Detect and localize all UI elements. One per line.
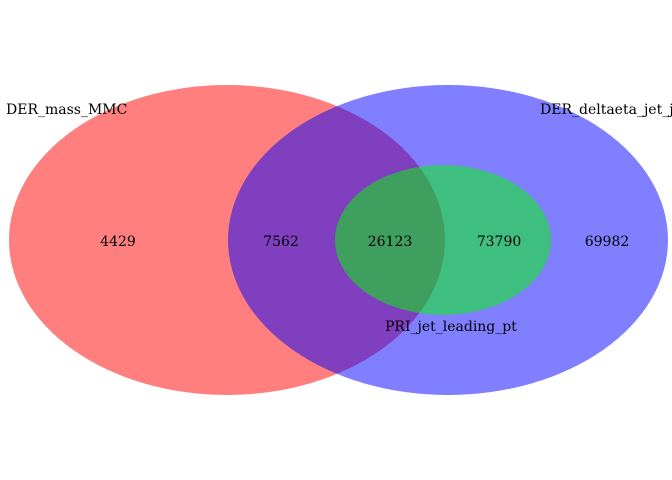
set-ellipse-pri-jet-leading-pt	[335, 165, 551, 315]
set-label-pri-jet-leading-pt: PRI_jet_leading_pt	[385, 319, 517, 335]
region-count-deltaeta-leadingpt: 73790	[477, 234, 522, 250]
set-label-der-mass-mmc: DER_mass_MMC	[6, 102, 127, 118]
region-count-deltaeta-only: 69982	[585, 234, 630, 250]
set-label-der-deltaeta-jet-jet: DER_deltaeta_jet_jet	[540, 102, 672, 118]
region-count-mass-deltaeta: 7562	[263, 234, 299, 250]
region-count-mass-only: 4429	[100, 234, 136, 250]
region-count-all-three: 26123	[368, 234, 413, 250]
